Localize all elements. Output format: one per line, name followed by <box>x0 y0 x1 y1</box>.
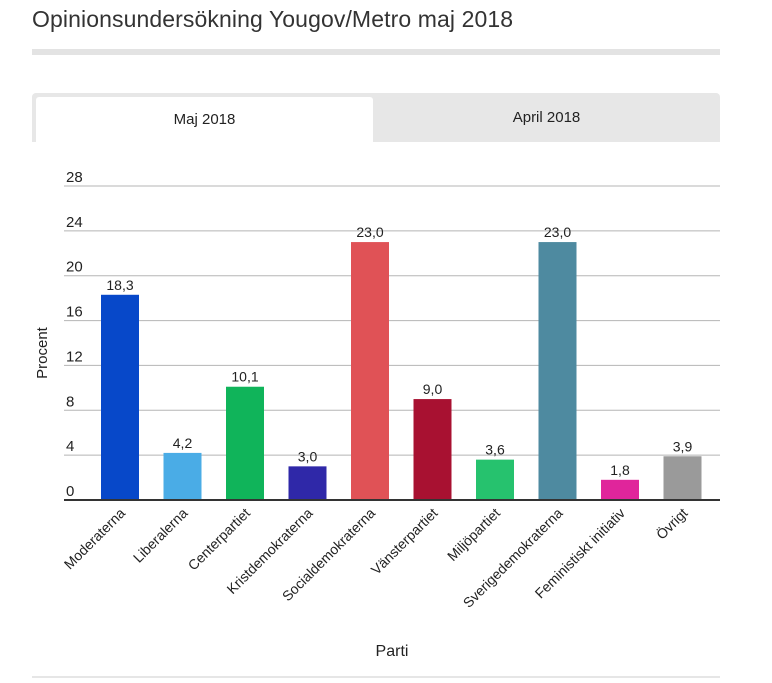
bottom-divider <box>32 676 720 678</box>
y-tick-label: 4 <box>66 438 74 455</box>
bar-liberalerna[interactable] <box>163 452 202 500</box>
bar-value-label: 23,0 <box>356 224 383 240</box>
bar-value-label: 4,2 <box>173 435 193 451</box>
y-tick-label: 8 <box>66 393 74 410</box>
bar-value-label: 3,9 <box>673 438 693 454</box>
bar-value-label: 23,0 <box>544 224 571 240</box>
bar-feministiskt-initiativ[interactable] <box>601 479 639 500</box>
bar-moderaterna[interactable] <box>101 294 139 500</box>
title-divider <box>32 49 720 55</box>
bar-value-label: 1,8 <box>610 462 630 478</box>
y-tick-label: 24 <box>66 214 83 231</box>
bar-kristdemokraterna[interactable] <box>288 466 327 500</box>
bar-socialdemokraterna[interactable] <box>351 242 389 501</box>
y-axis-title: Procent <box>34 326 51 379</box>
y-tick-label: 28 <box>66 169 83 186</box>
chart-area: 0 4 8 12 16 20 24 28 18,3 4,2 10,1 3,0 23,0 9,0 3,6 23… <box>32 142 720 662</box>
y-tick-label: 12 <box>66 348 83 365</box>
y-tick-label: 16 <box>66 304 83 321</box>
x-tick-label: Vänsterpartiet <box>368 505 441 578</box>
x-tick-label: Övrigt <box>652 504 691 543</box>
bar-övrigt[interactable] <box>663 456 702 500</box>
x-tick-label: Centerpartiet <box>185 505 254 574</box>
tab-maj-2018[interactable]: Maj 2018 <box>36 97 373 142</box>
x-axis-title: Parti <box>376 643 409 660</box>
tab-bar: Maj 2018 April 2018 <box>32 93 720 142</box>
bar-value-label: 10,1 <box>231 369 258 385</box>
bar-chart: 0 4 8 12 16 20 24 28 18,3 4,2 10,1 3,0 23,0 9,0 3,6 23… <box>34 169 720 660</box>
x-tick-label: Liberalerna <box>130 505 191 566</box>
bar-sverigedemokraterna[interactable] <box>538 242 577 501</box>
x-tick-label: Miljöpartiet <box>444 505 503 564</box>
bar-centerpartiet[interactable] <box>226 386 264 500</box>
bar-value-label: 3,6 <box>485 442 505 458</box>
page-title: Opinionsundersökning Yougov/Metro maj 20… <box>32 6 514 32</box>
bar-value-label: 3,0 <box>298 448 318 464</box>
bar-value-label: 9,0 <box>423 381 443 397</box>
bar-vänsterpartiet[interactable] <box>413 399 452 500</box>
tab-april-2018[interactable]: April 2018 <box>512 109 581 126</box>
y-tick-label: 20 <box>66 259 83 276</box>
x-tick-label: Moderaterna <box>61 505 129 573</box>
y-tick-label: 0 <box>66 483 74 500</box>
bar-miljöpartiet[interactable] <box>476 459 514 500</box>
bar-value-label: 18,3 <box>106 277 133 293</box>
